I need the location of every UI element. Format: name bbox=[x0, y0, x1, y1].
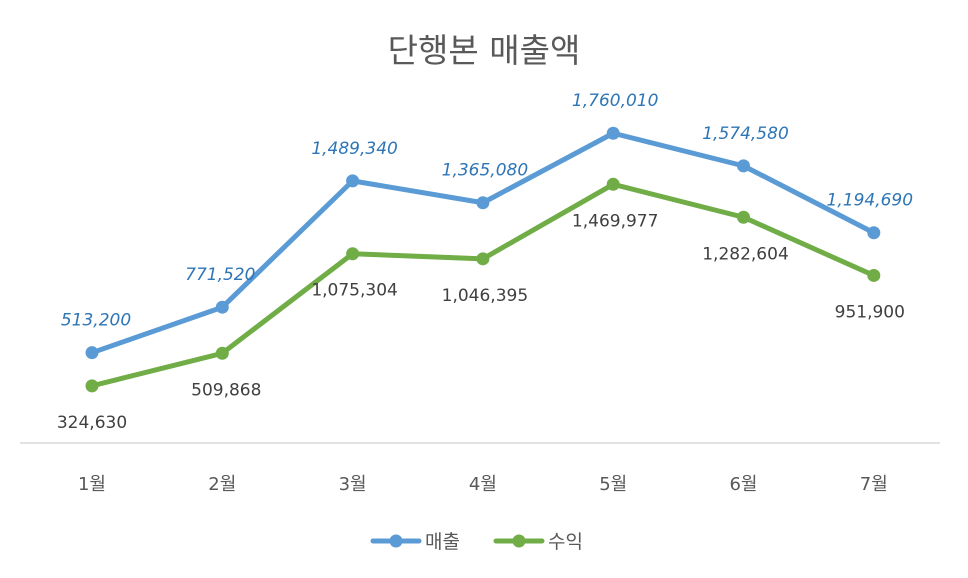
profit-point-5 bbox=[606, 177, 620, 191]
x-tick-label-5: 5월 bbox=[599, 474, 627, 495]
x-tick-label-2: 2월 bbox=[208, 474, 236, 495]
profit-data-label-7: 951,900 bbox=[835, 302, 905, 322]
profit-point-3 bbox=[346, 247, 360, 261]
profit-data-label-1: 324,630 bbox=[57, 413, 127, 433]
sales-data-label-4: 1,365,080 bbox=[442, 161, 529, 181]
profit-point-2 bbox=[215, 346, 229, 360]
profit-point-1 bbox=[85, 379, 99, 393]
x-tick-label-4: 4월 bbox=[469, 474, 497, 495]
sales-point-6 bbox=[737, 159, 750, 173]
legend-label-2: 수익 bbox=[548, 531, 583, 553]
legend-swatch-marker-2 bbox=[512, 534, 526, 548]
sales-point-5 bbox=[606, 126, 620, 140]
profit-data-label-4: 1,046,395 bbox=[442, 286, 529, 306]
sales-data-label-3: 1,489,340 bbox=[311, 139, 398, 159]
sales-data-label-2: 771,520 bbox=[185, 265, 255, 285]
sales-point-3 bbox=[346, 174, 360, 188]
sales-point-4 bbox=[476, 196, 490, 210]
x-tick-label-7: 7월 bbox=[860, 474, 888, 495]
profit-point-6 bbox=[737, 210, 750, 224]
sales-point-1 bbox=[85, 346, 99, 360]
sales-point-2 bbox=[215, 300, 229, 314]
profit-data-label-6: 1,282,604 bbox=[702, 244, 789, 264]
profit-data-label-5: 1,469,977 bbox=[572, 211, 659, 231]
sales-data-label-1: 513,200 bbox=[61, 311, 131, 331]
x-tick-label-1: 1월 bbox=[78, 474, 106, 495]
chart-marks: 513,200 771,520 1,489,340 1,365,080 1,760,01… bbox=[57, 91, 913, 433]
sales-data-label-7: 1,194,690 bbox=[827, 191, 914, 211]
profit-point-4 bbox=[476, 252, 490, 266]
legend-swatch-marker-1 bbox=[389, 534, 403, 548]
profit-point-7 bbox=[867, 268, 881, 282]
profit-data-label-3: 1,075,304 bbox=[311, 281, 398, 301]
chart-legend: 매출 수익 bbox=[370, 531, 583, 553]
x-tick-label-6: 6월 bbox=[729, 474, 757, 495]
x-tick-label-3: 3월 bbox=[339, 474, 367, 495]
legend-label-1: 매출 bbox=[425, 531, 460, 553]
sales-point-7 bbox=[867, 226, 881, 240]
x-axis-ticks: 1월 2월 3월 4월 5월 6월 7월 bbox=[78, 474, 888, 495]
profit-data-label-2: 509,868 bbox=[191, 380, 261, 400]
chart-title: 단행본 매출액 bbox=[388, 31, 581, 70]
sales-data-label-5: 1,760,010 bbox=[572, 91, 659, 111]
sales-data-label-6: 1,574,580 bbox=[702, 124, 789, 144]
